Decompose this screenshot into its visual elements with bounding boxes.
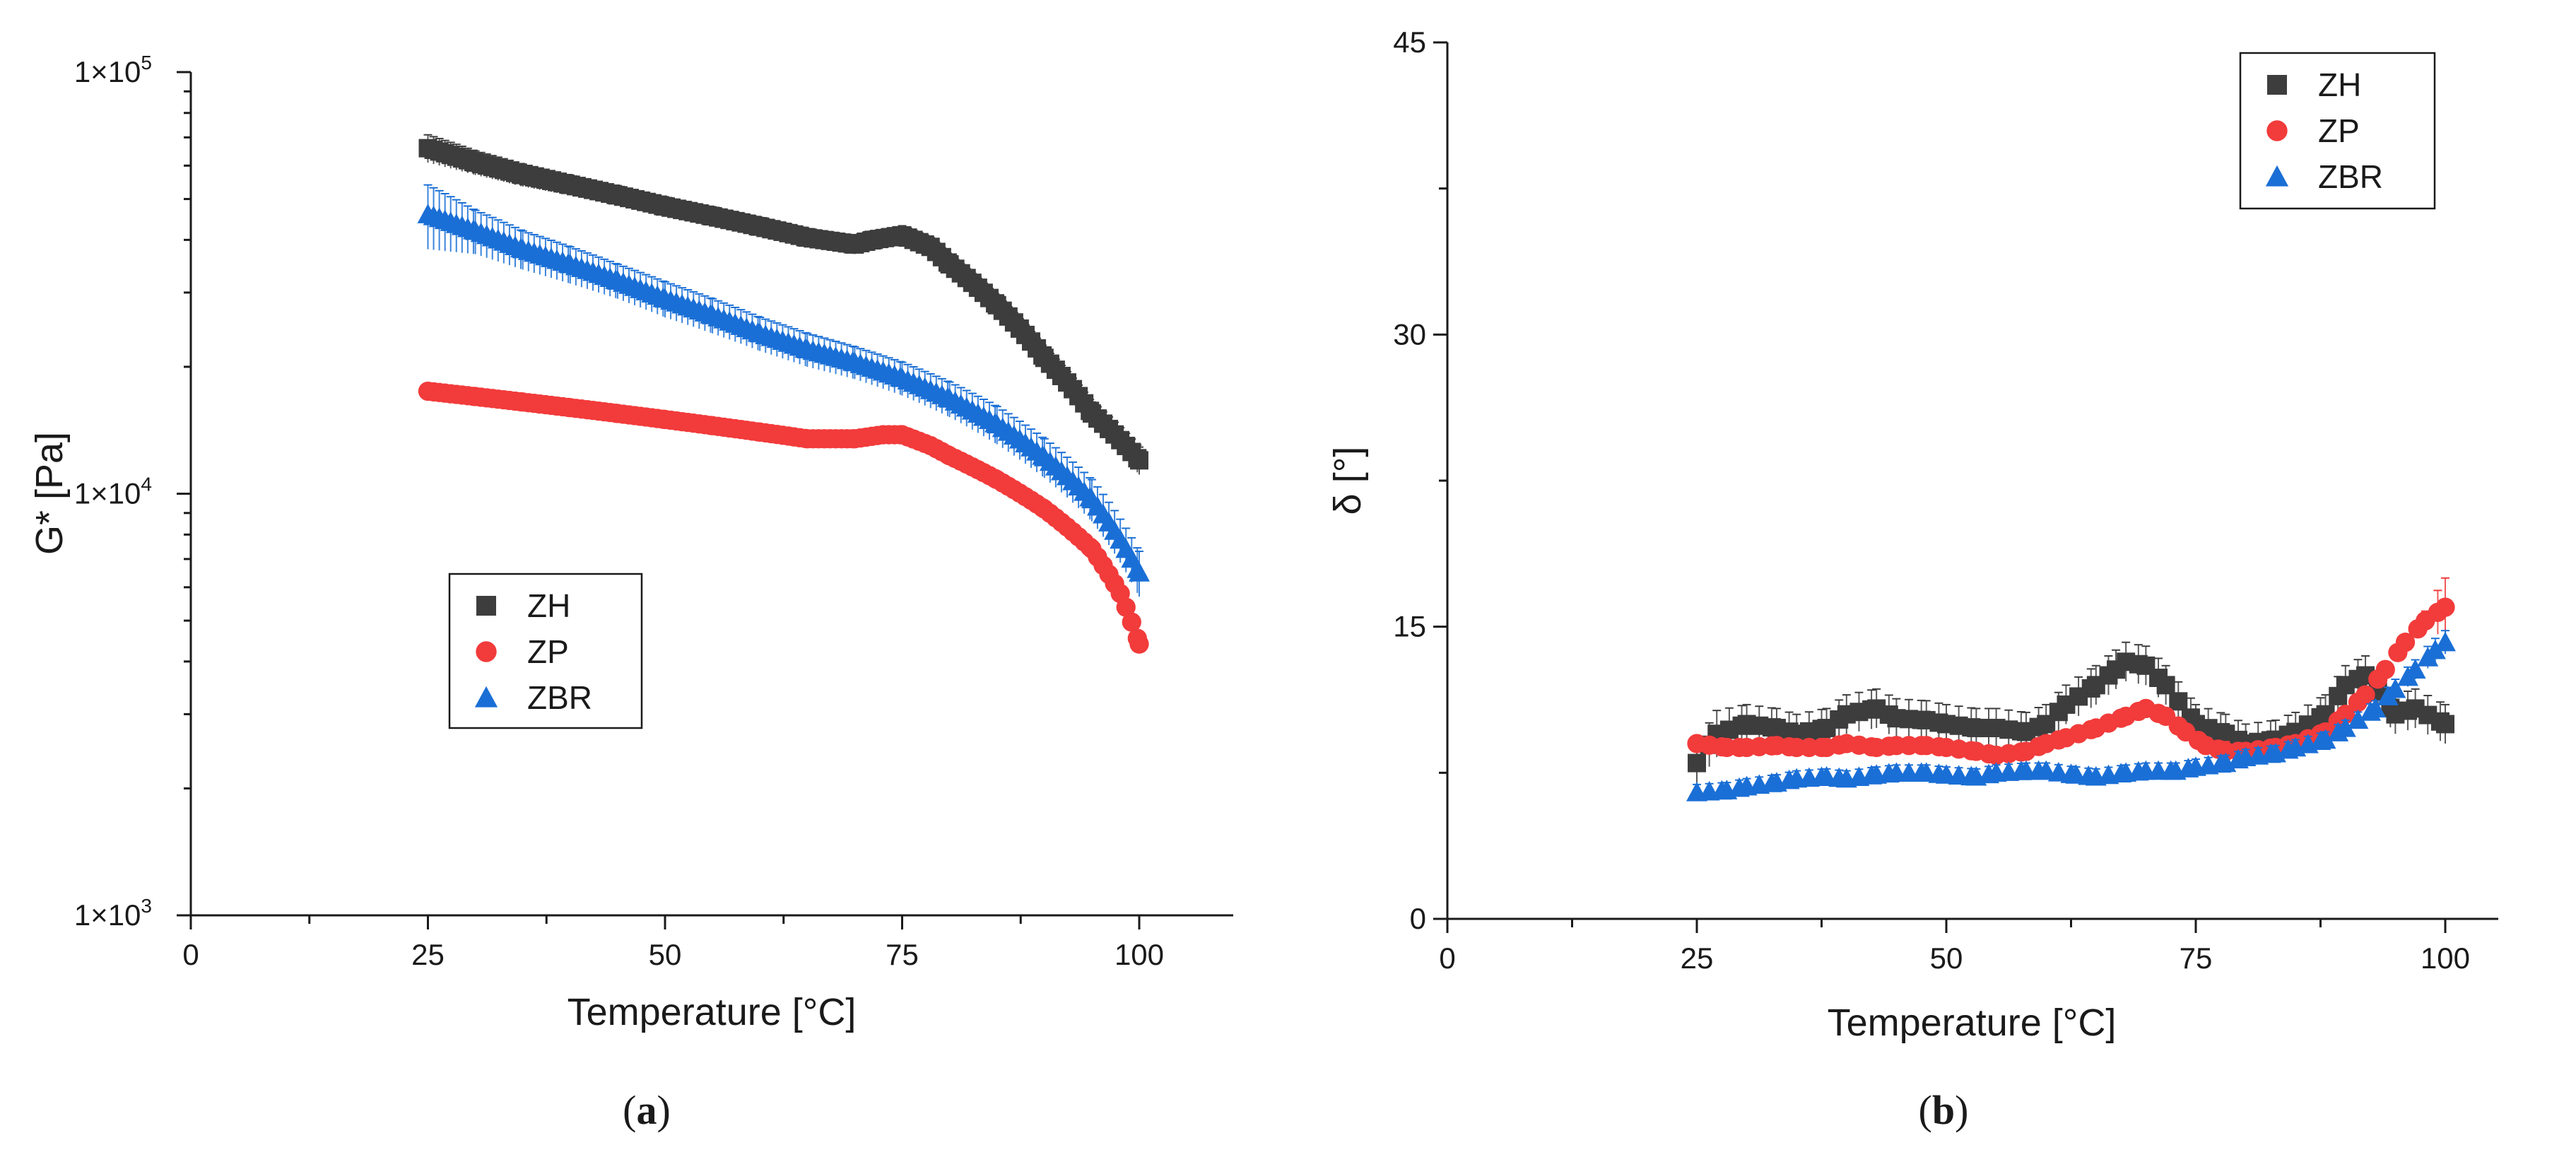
legend-label: ZH (2318, 66, 2361, 103)
data-point-zbr (1129, 562, 1150, 582)
legend-item-zp: ZP (476, 633, 569, 670)
legend-item-zh: ZH (2267, 66, 2361, 103)
data-point-zbr (2435, 631, 2456, 652)
data-point-zh (1688, 753, 1706, 773)
data-point-zbr (2334, 717, 2356, 737)
x-tick-label: 0 (182, 938, 199, 971)
panel-a-y-axis-title: G* [Pa] (28, 432, 71, 555)
data-point-zh (1130, 451, 1148, 470)
panel-b-chart: 0 25 50 75 100 0 15 30 45 Temperature [°C] δ [°… (1327, 25, 2498, 1133)
data-point-zp (2395, 633, 2416, 652)
legend-symbol-zh (2267, 75, 2287, 95)
panel-b-x-axis-title: Temperature [°C] (1828, 1002, 2117, 1044)
panel-a-letter: a (637, 1087, 657, 1133)
data-point-zbr (2347, 709, 2369, 729)
y-tick-label: 1×103 (74, 895, 152, 932)
data-point-zp (2356, 685, 2375, 705)
data-point-zbr (2424, 639, 2446, 659)
panel-a-label: (a) (623, 1087, 671, 1133)
series-zbr (417, 184, 1150, 597)
y-tick-label: 1×105 (74, 52, 152, 88)
panel-b-legend-items: ZH ZP ZBR (2265, 66, 2383, 195)
panel-b-legend: ZH ZP ZBR (2239, 52, 2436, 210)
panel-a-x-axis-title: Temperature [°C] (567, 991, 857, 1033)
panel-a-data-layer (417, 134, 1150, 654)
legend-label: ZBR (527, 679, 592, 716)
x-tick-label: 0 (1439, 941, 1455, 975)
data-point-zbr (2035, 760, 2057, 780)
x-tick-label: 50 (649, 938, 682, 971)
panel-b-y-ticks: 0 15 30 45 (1393, 25, 1447, 935)
data-point-zp (1129, 634, 1149, 654)
data-point-zbr (2384, 678, 2406, 698)
legend-symbol-zp (476, 641, 497, 662)
x-tick-label: 75 (2180, 941, 2213, 975)
y-tick-label: 1×104 (74, 474, 152, 510)
legend-symbol-zbr (474, 686, 498, 708)
panel-a-x-ticks: 0 25 50 75 100 (182, 915, 1164, 971)
x-tick-label: 25 (411, 938, 445, 971)
data-point-zbr (2404, 659, 2426, 679)
y-tick-label: 45 (1393, 25, 1426, 59)
series-zh (418, 134, 1148, 475)
series-zh (1688, 641, 2454, 783)
series-zp (418, 381, 1149, 654)
data-point-zh (2156, 676, 2175, 695)
panel-a-chart: 0 25 50 75 100 1×103 1×104 1×105 Temperature [… (28, 52, 1233, 1133)
panel-a-legend-items: ZH ZP ZBR (474, 587, 592, 716)
legend-symbol-zbr (2265, 165, 2289, 187)
x-tick-label: 50 (1930, 941, 1963, 975)
data-point-zp (2375, 659, 2395, 679)
legend-label: ZBR (2318, 158, 2383, 195)
legend-item-zp: ZP (2266, 112, 2360, 149)
panel-b-label: (b) (1919, 1087, 1969, 1133)
y-tick-label: 15 (1393, 610, 1426, 643)
legend-label: ZH (527, 587, 570, 624)
data-point-zp (2435, 597, 2455, 617)
panel-b-data-layer (1686, 577, 2456, 802)
panel-b-x-ticks: 0 25 50 75 100 (1439, 919, 2470, 975)
legend-label: ZP (2318, 112, 2360, 149)
x-tick-label: 75 (886, 938, 919, 971)
legend-item-zbr: ZBR (2265, 158, 2383, 195)
legend-item-zh: ZH (476, 587, 570, 624)
data-point-zp (2336, 705, 2356, 724)
panel-b-y-axis-title: δ [°] (1327, 447, 1369, 515)
legend-symbol-zh (476, 596, 496, 616)
panel-a-legend: ZH ZP ZBR (448, 573, 643, 729)
x-tick-label: 100 (2421, 941, 2470, 975)
panel-a-y-ticks: 1×103 1×104 1×105 (74, 52, 191, 932)
data-point-zh (2169, 692, 2188, 711)
series-zbr (1686, 630, 2456, 802)
data-point-zbr (2315, 729, 2336, 749)
legend-label: ZP (527, 633, 569, 670)
legend-item-zbr: ZBR (474, 679, 592, 716)
x-tick-label: 25 (1681, 941, 1714, 975)
legend-symbol-zp (2266, 120, 2288, 141)
data-point-zp (1122, 612, 1141, 632)
data-point-zbr (2047, 761, 2069, 782)
x-tick-label: 100 (1114, 938, 1164, 971)
data-point-zbr (2365, 698, 2387, 718)
panel-b-letter: b (1932, 1087, 1955, 1133)
data-point-zh (2436, 715, 2454, 734)
y-tick-label: 0 (1410, 902, 1426, 935)
data-point-zp (1116, 597, 1136, 617)
y-tick-label: 30 (1393, 317, 1426, 351)
